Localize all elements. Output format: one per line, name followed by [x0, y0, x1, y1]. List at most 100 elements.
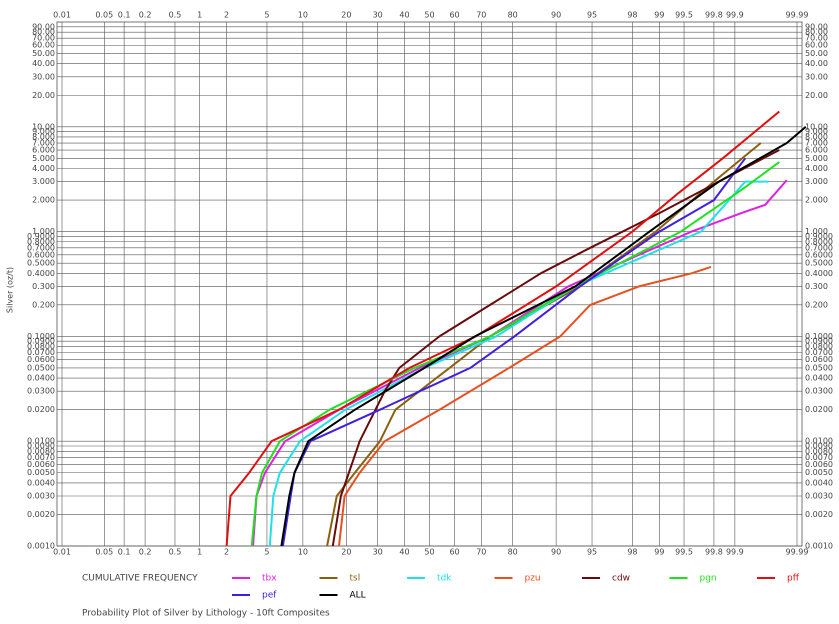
y-tick-label: 0.7000	[805, 243, 833, 252]
y-tick-label: 8.000	[805, 132, 828, 141]
legend-label: tbx	[262, 574, 277, 584]
y-tick-label: 0.9000	[27, 232, 55, 241]
y-tick-label: 0.6000	[805, 250, 833, 259]
x-tick-label: 20	[341, 11, 351, 20]
y-tick-label: 0.0010	[27, 542, 55, 551]
y-tick-label: 0.0900	[805, 337, 833, 346]
y-tick-label: 0.0040	[805, 478, 833, 487]
y-tick-label: 0.0800	[27, 342, 55, 351]
y-tick-label: 40.00	[805, 59, 828, 68]
y-tick-label: 80.00	[805, 28, 828, 37]
legend-label: tdk	[437, 574, 452, 584]
y-tick-label: 9.000	[805, 127, 828, 136]
y-tick-label: 90.00	[32, 22, 55, 31]
y-tick-label: 0.4000	[27, 269, 55, 278]
x-tick-label: 99.8	[705, 548, 723, 557]
x-tick-label: 0.2	[139, 548, 152, 557]
series-line	[250, 161, 780, 547]
y-tick-label: 0.0100	[805, 437, 833, 446]
y-tick-label: 0.0700	[27, 348, 55, 357]
series-line	[331, 149, 780, 547]
y-tick-label: 0.0060	[27, 460, 55, 469]
y-tick-label: 0.0300	[27, 387, 55, 396]
x-tick-label: 0.2	[139, 11, 152, 20]
x-tick-label: 99.9	[726, 548, 744, 557]
y-tick-label: 2.000	[32, 196, 55, 205]
x-tick-label: 99.5	[675, 11, 693, 20]
y-tick-label: 0.0500	[805, 363, 833, 372]
legend-label: ALL	[350, 591, 366, 601]
series-line	[268, 180, 769, 547]
y-tick-label: 0.0400	[805, 374, 833, 383]
x-tick-label: 1	[197, 11, 202, 20]
y-tick-label: 0.0700	[805, 348, 833, 357]
x-tick-label: 98	[627, 11, 637, 20]
x-tick-label: 50	[424, 548, 434, 557]
y-tick-label: 0.0500	[27, 363, 55, 372]
legend-label: tsl	[350, 574, 361, 584]
x-tick-label: 99	[654, 11, 664, 20]
series-line	[281, 157, 747, 547]
y-tick-label: 2.000	[805, 196, 828, 205]
y-tick-label: 0.0070	[27, 453, 55, 462]
y-axis-label: Silver (oz/t)	[6, 267, 15, 313]
y-tick-label: 0.0050	[805, 468, 833, 477]
series-line	[338, 265, 712, 547]
y-tick-label: 4.000	[32, 164, 55, 173]
x-tick-label: 40	[399, 11, 409, 20]
x-tick-label: 80	[508, 11, 518, 20]
y-tick-label: 8.000	[32, 132, 55, 141]
y-tick-label: 0.0060	[805, 460, 833, 469]
y-tick-label: 0.0100	[27, 437, 55, 446]
x-tick-label: 0.05	[95, 548, 113, 557]
x-tick-label: 0.01	[53, 548, 71, 557]
x-tick-label: 80	[508, 548, 518, 557]
legend-label: pef	[262, 591, 277, 601]
legend-label: pzu	[525, 574, 541, 584]
legend-label: cdw	[612, 574, 630, 584]
x-tick-label: 5	[264, 11, 269, 20]
y-tick-label: 0.0600	[27, 355, 55, 364]
y-tick-label: 0.200	[32, 300, 55, 309]
y-tick-label: 30.00	[805, 72, 828, 81]
y-tick-label: 40.00	[32, 59, 55, 68]
y-tick-label: 0.0030	[805, 491, 833, 500]
x-tick-label: 95	[587, 11, 597, 20]
y-tick-label: 9.000	[32, 127, 55, 136]
series-line	[252, 179, 788, 547]
y-tick-label: 0.5000	[27, 259, 55, 268]
y-tick-label: 0.0070	[805, 453, 833, 462]
y-tick-label: 5.000	[805, 154, 828, 163]
x-tick-label: 99.9	[726, 11, 744, 20]
x-tick-label: 60	[449, 548, 459, 557]
x-tick-label: 70	[476, 11, 486, 20]
y-tick-label: 0.200	[805, 300, 828, 309]
y-tick-label: 0.0040	[27, 478, 55, 487]
x-tick-label: 2	[224, 548, 229, 557]
y-tick-label: 5.000	[32, 154, 55, 163]
x-tick-label: 99.99	[786, 548, 809, 557]
y-tick-label: 0.8000	[805, 237, 833, 246]
y-tick-label: 0.0090	[805, 441, 833, 450]
y-tick-label: 0.0080	[805, 447, 833, 456]
y-tick-label: 1.000	[805, 227, 828, 236]
y-tick-label: 70.00	[32, 34, 55, 43]
y-tick-label: 0.4000	[805, 269, 833, 278]
x-tick-label: 0.5	[169, 548, 182, 557]
y-tick-label: 0.300	[805, 282, 828, 291]
series-line	[225, 110, 780, 547]
x-tick-label: 2	[224, 11, 229, 20]
series-line	[326, 142, 762, 547]
y-tick-label: 0.0400	[27, 374, 55, 383]
y-tick-label: 60.00	[805, 41, 828, 50]
y-tick-label: 6.000	[805, 146, 828, 155]
y-tick-label: 0.0600	[805, 355, 833, 364]
chart-title: Probability Plot of Silver by Lithology …	[82, 609, 330, 619]
x-tick-label: 99	[654, 548, 664, 557]
y-tick-label: 0.0200	[805, 405, 833, 414]
x-axis-label: CUMULATIVE FREQUENCY	[82, 574, 198, 584]
y-tick-label: 0.0020	[805, 510, 833, 519]
x-tick-label: 70	[476, 548, 486, 557]
x-tick-label: 90	[551, 548, 561, 557]
